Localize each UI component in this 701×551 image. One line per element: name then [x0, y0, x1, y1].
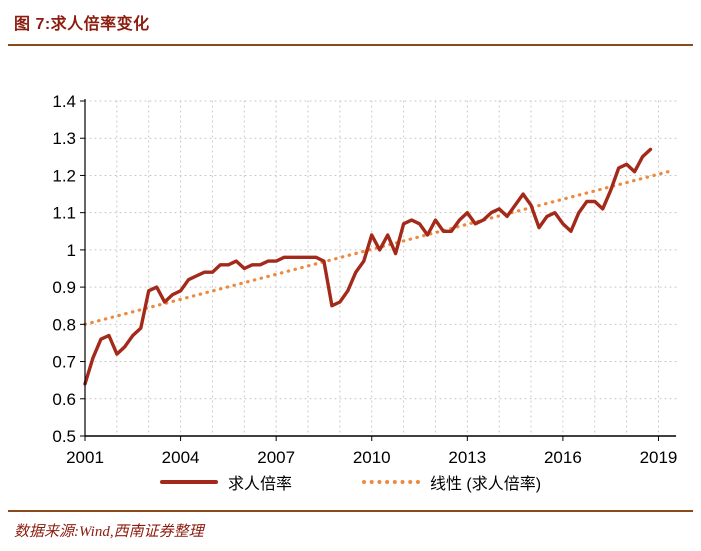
y-axis-labels: 0.5 0.6 0.7 0.8 0.9 1 1.1 1.2 1.3 1.4: [52, 92, 85, 446]
chart-area: 0.5 0.6 0.7 0.8 0.9 1 1.1 1.2 1.3 1.4 2001 2004 2007…: [0, 46, 701, 467]
svg-text:0.8: 0.8: [52, 315, 76, 334]
svg-text:2001: 2001: [66, 448, 104, 466]
header-divider: [8, 44, 693, 46]
data-source-note: 数据来源:Wind,西南证券整理: [14, 524, 204, 540]
svg-text:0.6: 0.6: [52, 390, 76, 409]
legend-label-series: 求人倍率: [227, 476, 292, 493]
dotted-line-swatch: [361, 480, 420, 484]
footer-divider: [8, 510, 693, 512]
x-axis-labels: 2001 2004 2007 2010 2013 2016 2019: [66, 436, 678, 467]
svg-text:2007: 2007: [257, 448, 295, 466]
svg-text:2016: 2016: [544, 448, 582, 466]
gridlines: [84, 100, 677, 437]
legend-label-trend: 线性 (求人倍率): [429, 476, 542, 493]
series-line: [83, 147, 653, 386]
figure-header: 图 7:求人倍率变化: [0, 0, 701, 40]
solid-line-swatch: [159, 480, 218, 484]
svg-text:2010: 2010: [353, 448, 391, 466]
legend-item-series: 求人倍率: [159, 470, 292, 494]
svg-text:2019: 2019: [640, 448, 678, 466]
svg-text:1: 1: [67, 241, 76, 260]
svg-text:2004: 2004: [162, 448, 200, 466]
svg-text:1.1: 1.1: [52, 204, 76, 223]
svg-text:0.9: 0.9: [52, 278, 76, 297]
figure-footer: 数据来源:Wind,西南证券整理: [0, 512, 701, 541]
svg-text:0.7: 0.7: [52, 353, 76, 372]
legend-item-trend: 线性 (求人倍率): [361, 470, 542, 494]
svg-text:1.2: 1.2: [52, 166, 76, 185]
chart-legend: 求人倍率 线性 (求人倍率): [0, 464, 701, 500]
trend-line: [83, 170, 670, 326]
svg-text:1.3: 1.3: [52, 129, 76, 148]
svg-text:0.5: 0.5: [52, 427, 76, 446]
figure-title: 图 7:求人倍率变化: [14, 16, 150, 33]
svg-text:1.4: 1.4: [52, 92, 76, 111]
line-chart: 0.5 0.6 0.7 0.8 0.9 1 1.1 1.2 1.3 1.4 2001 2004 2007…: [52, 92, 678, 467]
svg-text:2013: 2013: [448, 448, 486, 466]
